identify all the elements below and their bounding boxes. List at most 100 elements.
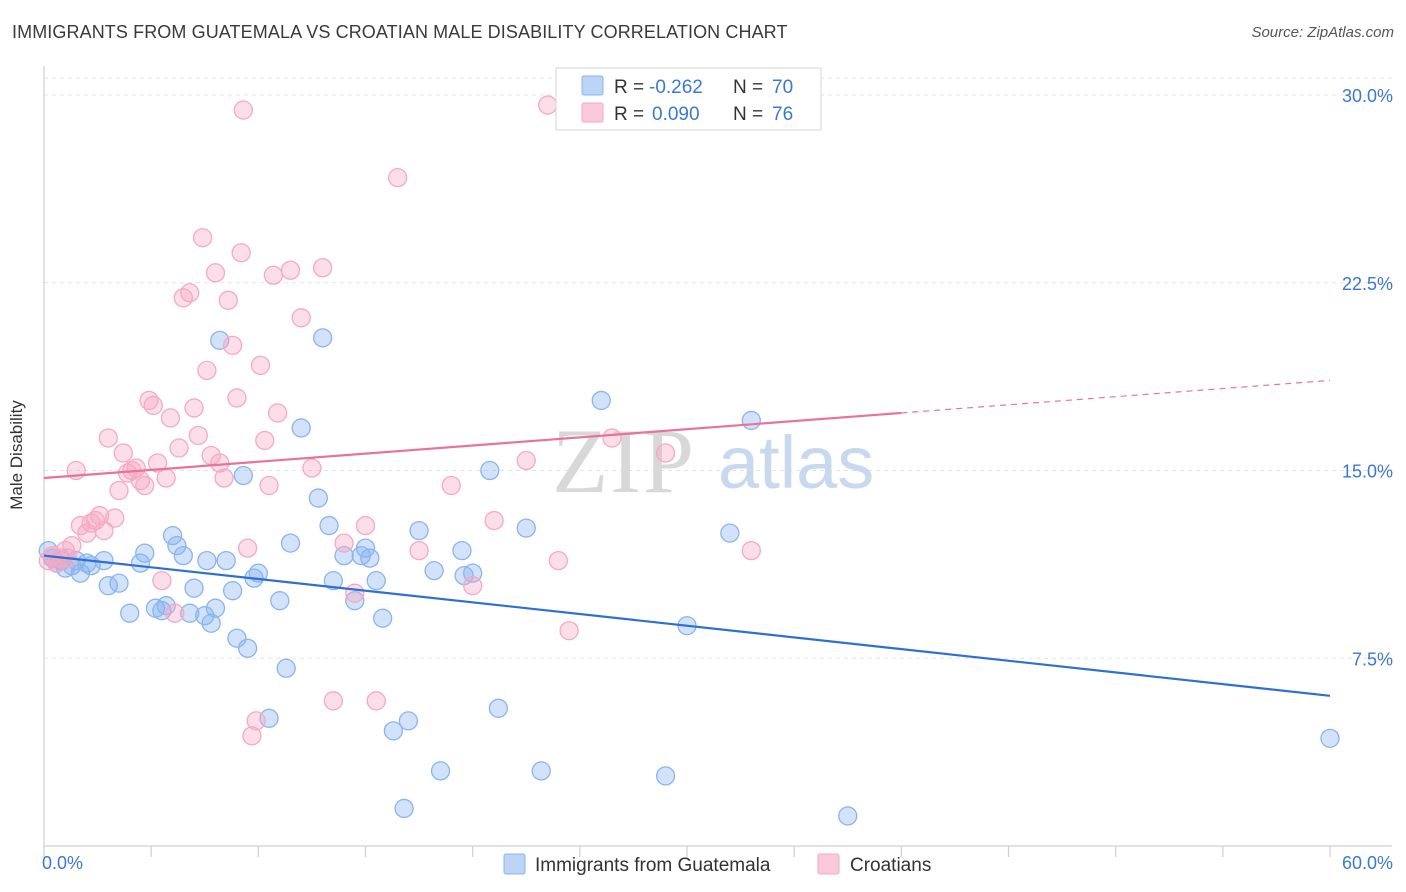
data-point xyxy=(216,550,236,571)
data-point xyxy=(188,425,208,446)
data-points xyxy=(38,95,1340,826)
data-point xyxy=(156,468,176,488)
data-point xyxy=(308,488,328,508)
y-tick-label: 22.5% xyxy=(1342,274,1393,294)
data-point xyxy=(441,475,461,496)
data-point xyxy=(233,100,253,120)
legend-r-label-2: R = xyxy=(614,104,644,125)
x-tick-label: 60.0% xyxy=(1342,853,1393,873)
data-point xyxy=(70,563,91,583)
data-point xyxy=(452,540,472,561)
data-point xyxy=(205,263,226,283)
data-point xyxy=(334,533,354,553)
legend-n-label-2: N = xyxy=(733,104,763,125)
data-point xyxy=(162,525,183,546)
data-point xyxy=(430,761,451,781)
watermark-zip: ZIP xyxy=(552,410,696,512)
data-point xyxy=(105,508,125,528)
data-point xyxy=(531,761,551,781)
data-point xyxy=(276,658,296,678)
data-point xyxy=(280,260,301,280)
data-point xyxy=(165,603,185,623)
axes xyxy=(43,66,1392,857)
data-point xyxy=(383,721,404,741)
data-point xyxy=(94,520,114,541)
watermark: ZIP atlas xyxy=(552,410,874,512)
data-point xyxy=(398,711,419,731)
y-tick-labels: 7.5% 15.0% 22.5% 30.0% xyxy=(1342,86,1393,669)
data-point xyxy=(559,621,579,641)
data-point xyxy=(135,475,155,496)
data-point xyxy=(135,543,155,563)
data-point xyxy=(409,540,429,561)
data-point xyxy=(250,355,271,376)
data-point xyxy=(180,283,200,303)
data-point xyxy=(312,258,333,278)
legend-swatch-guatemala xyxy=(581,75,604,96)
data-point xyxy=(192,228,213,248)
data-point xyxy=(143,395,163,416)
data-point xyxy=(591,390,611,411)
x-tick-labels: 0.0% 60.0% xyxy=(42,853,1393,873)
data-point xyxy=(302,458,322,478)
legend-r-value-1: -0.262 xyxy=(649,77,703,98)
data-point xyxy=(488,698,509,718)
data-point xyxy=(355,515,376,536)
bottom-legend-label-croatians: Croatians xyxy=(850,855,931,876)
legend-n-value-2: 76 xyxy=(772,104,793,125)
data-point xyxy=(218,290,238,310)
data-point xyxy=(55,540,76,561)
data-point xyxy=(655,766,676,786)
y-tick-label: 15.0% xyxy=(1342,462,1393,482)
data-point xyxy=(366,571,386,591)
data-point xyxy=(263,265,283,285)
data-point xyxy=(233,465,253,486)
data-point xyxy=(205,598,226,618)
stats-legend: R = -0.262 N = 70 R = 0.090 N = 76 xyxy=(555,67,822,131)
data-point xyxy=(516,450,536,471)
data-point xyxy=(394,798,414,819)
data-point xyxy=(345,583,365,603)
data-point xyxy=(227,628,247,648)
data-point xyxy=(160,408,181,428)
data-point xyxy=(201,613,221,633)
data-point xyxy=(173,545,193,566)
bottom-legend-swatch-croatians xyxy=(817,853,840,875)
bottom-legend-label-guatemala: Immigrants from Guatemala xyxy=(535,855,771,876)
data-point xyxy=(197,360,217,381)
data-point xyxy=(90,505,110,526)
data-point xyxy=(345,591,365,611)
data-point xyxy=(463,576,483,596)
data-point xyxy=(424,560,444,581)
legend-swatch-croatians xyxy=(581,102,604,123)
data-point xyxy=(214,468,234,488)
data-point xyxy=(113,443,133,463)
data-point xyxy=(323,691,344,711)
data-point xyxy=(720,523,740,543)
data-point xyxy=(291,308,311,328)
data-point xyxy=(655,443,676,463)
legend-r-label-1: R = xyxy=(614,77,644,98)
data-point xyxy=(126,458,146,478)
series-legend: Immigrants from Guatemala Croatians xyxy=(503,853,931,876)
data-point xyxy=(516,518,536,538)
data-point xyxy=(167,535,187,556)
data-point xyxy=(360,548,380,568)
data-point xyxy=(222,581,243,601)
data-point xyxy=(180,603,200,623)
x-tick-label: 0.0% xyxy=(42,853,83,873)
legend-n-value-1: 70 xyxy=(772,77,793,98)
data-point xyxy=(109,573,129,593)
data-point xyxy=(184,578,204,598)
data-point xyxy=(602,428,622,448)
data-point xyxy=(62,535,82,556)
data-point xyxy=(246,711,266,731)
data-point xyxy=(409,520,429,541)
data-point xyxy=(323,571,344,591)
data-point xyxy=(109,480,129,501)
data-point xyxy=(231,243,251,263)
data-point xyxy=(1320,728,1340,749)
data-point xyxy=(227,388,247,408)
data-point xyxy=(319,515,339,536)
